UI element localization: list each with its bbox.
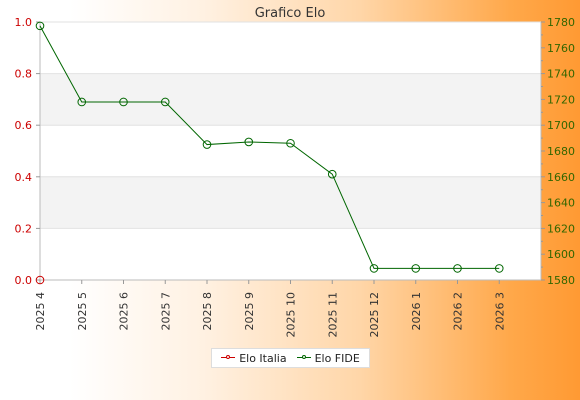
x-tick-label: 2025 12 — [368, 292, 381, 338]
x-tick-label: 2025 5 — [76, 292, 89, 331]
legend-marker-icon — [221, 354, 236, 362]
right-tick-label: 1720 — [547, 93, 575, 106]
right-tick-label: 1780 — [547, 16, 575, 29]
left-tick-label: 0.0 — [15, 274, 33, 287]
right-tick-label: 1700 — [547, 119, 575, 132]
right-tick-label: 1580 — [547, 274, 575, 287]
legend: Elo Italia Elo FIDE — [211, 348, 370, 368]
data-point — [35, 21, 45, 31]
x-tick-label: 2025 8 — [201, 292, 214, 331]
series — [35, 21, 504, 285]
left-tick-label: 0.8 — [15, 68, 33, 81]
right-tick-label: 1600 — [547, 248, 575, 261]
data-point — [244, 137, 254, 147]
right-tick-label: 1740 — [547, 68, 575, 81]
data-point — [411, 264, 421, 273]
right-tick-label: 1660 — [547, 171, 575, 184]
right-tick-label: 1680 — [547, 145, 575, 158]
x-tick-label: 2025 11 — [326, 292, 339, 338]
x-tick-label: 2025 7 — [159, 292, 172, 331]
left-axis-ticks: 0.0 0.2 0.4 0.6 0.8 1.0 — [15, 16, 40, 287]
chart-title: Grafico Elo — [255, 6, 326, 21]
legend-item-elo-italia: Elo Italia — [221, 351, 287, 365]
x-axis-ticks: 2025 4 2025 5 2025 6 2025 7 2025 8 2025 9 2025… — [34, 280, 506, 338]
right-tick-label: 1760 — [547, 42, 575, 55]
left-tick-label: 0.2 — [15, 222, 33, 235]
data-point — [35, 275, 45, 285]
data-point — [119, 97, 128, 107]
plot-background — [40, 22, 541, 280]
data-point — [453, 264, 462, 273]
x-tick-label: 2025 6 — [118, 292, 131, 331]
grid-band — [40, 73, 541, 126]
left-tick-label: 0.4 — [15, 171, 33, 184]
legend-item-elo-fide: Elo FIDE — [296, 351, 360, 365]
x-tick-label: 2026 1 — [410, 292, 423, 331]
right-tick-label: 1640 — [547, 197, 575, 210]
right-tick-label: 1620 — [547, 222, 575, 235]
gridlines — [40, 21, 541, 281]
data-point — [494, 264, 504, 273]
plot-area — [40, 22, 541, 280]
data-point — [77, 97, 87, 107]
left-tick-label: 1.0 — [15, 16, 33, 29]
x-tick-label: 2025 4 — [34, 292, 47, 331]
x-tick-label: 2026 3 — [493, 292, 506, 331]
data-point — [327, 169, 337, 179]
legend-label-elo-italia: Elo Italia — [239, 351, 287, 365]
x-tick-label: 2025 10 — [285, 292, 298, 338]
legend-label-elo-fide: Elo FIDE — [314, 351, 360, 365]
data-point — [286, 138, 295, 148]
data-point — [202, 140, 212, 149]
series-line — [39, 25, 500, 269]
data-point — [369, 264, 379, 273]
series-elo-italia — [35, 275, 45, 285]
left-tick-label: 0.6 — [15, 119, 33, 132]
legend-marker-icon — [296, 354, 311, 362]
x-tick-label: 2025 9 — [243, 292, 256, 331]
right-axis-ticks: 1580 1600 1620 1640 1660 1680 1700 1720 1740 1760… — [541, 16, 575, 287]
series-elo-fide — [35, 21, 504, 273]
data-point — [160, 97, 170, 107]
x-tick-label: 2026 2 — [452, 292, 465, 331]
grid-band — [40, 176, 541, 229]
